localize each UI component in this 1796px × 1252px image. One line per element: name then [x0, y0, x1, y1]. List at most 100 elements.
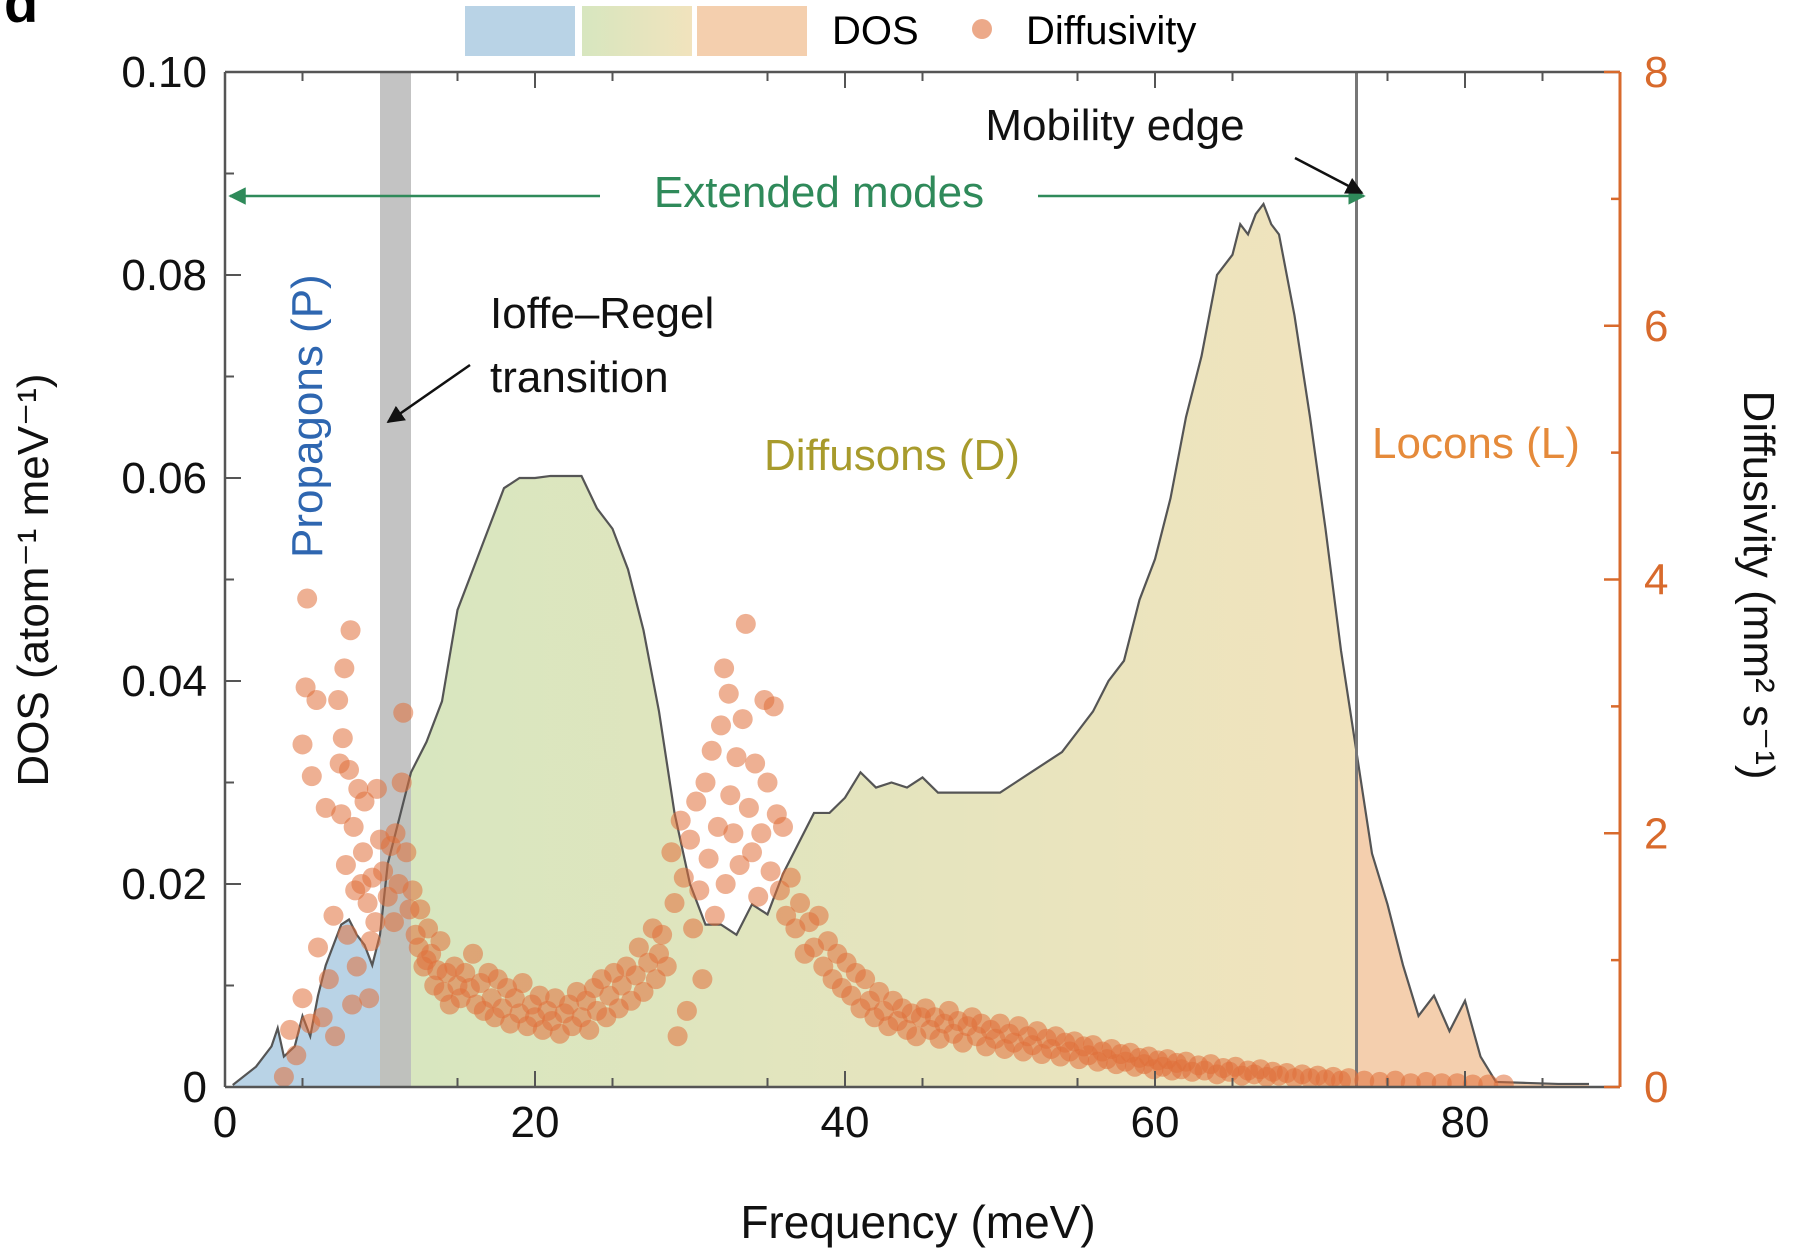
- diffusivity-point: [683, 918, 704, 939]
- diffuson-region-area: [380, 203, 1357, 1087]
- diffusivity-point: [628, 937, 649, 958]
- y-tick-label: 0.06: [121, 454, 207, 503]
- propagons-label: Propagons (P): [283, 274, 332, 558]
- diffusivity-point: [625, 965, 646, 986]
- diffusivity-point: [292, 988, 313, 1009]
- legend-diffusivity-label: Diffusivity: [1026, 9, 1196, 53]
- locons-label: Locons (L): [1372, 419, 1580, 468]
- diffusivity-point: [1338, 1068, 1359, 1087]
- diffusivity-point: [1462, 1074, 1483, 1087]
- diffusivity-point: [711, 715, 731, 736]
- diffusivity-point: [346, 956, 367, 977]
- diffusivity-point: [455, 962, 476, 983]
- diffusivity-point: [325, 1026, 346, 1047]
- diffusivity-point: [366, 778, 387, 799]
- diffusivity-point: [340, 620, 361, 641]
- diffusivity-point: [751, 823, 772, 844]
- diffusivity-point: [343, 816, 364, 837]
- diffusivity-point: [790, 893, 811, 914]
- annotations: Extended modes Mobility edge Ioffe–Regel…: [228, 101, 1580, 558]
- diffusivity-point: [1447, 1073, 1468, 1087]
- diffusivity-point: [676, 1000, 697, 1021]
- diffusivity-point: [742, 842, 762, 863]
- y2-tick-label: 4: [1644, 556, 1668, 605]
- diffusivity-point: [1369, 1071, 1390, 1087]
- dos-curve: [232, 201, 1589, 1086]
- diffusivity-point: [512, 972, 533, 993]
- diffusivity-point: [701, 740, 722, 761]
- diffusivity-point: [698, 848, 719, 869]
- y2-tick-label: 8: [1644, 48, 1668, 97]
- diffusivity-point: [393, 702, 414, 723]
- diffusivity-point: [418, 918, 439, 939]
- diffusivity-point: [328, 690, 349, 711]
- diffusivity-point: [463, 943, 483, 964]
- diffusivity-point: [373, 861, 394, 882]
- legend-swatch-locon: [697, 6, 807, 56]
- diffusivity-point: [286, 1045, 307, 1066]
- diffusivity-point: [359, 988, 380, 1009]
- diffusivity-point: [318, 969, 339, 990]
- diffusivity-point: [726, 747, 747, 768]
- x-tick-label: 40: [821, 1098, 870, 1147]
- diffusivity-point: [354, 791, 375, 812]
- diffusivity-point: [808, 905, 829, 926]
- diffusivity-point: [1385, 1070, 1406, 1087]
- diffusivity-point: [720, 785, 741, 806]
- diffusivity-point: [334, 658, 355, 679]
- diffusivity-point: [337, 924, 358, 945]
- y2-tick-label: 2: [1644, 809, 1668, 858]
- ioffe-regel-arrow: [386, 363, 471, 424]
- diffusivity-point: [855, 969, 876, 990]
- diffusivity-point: [1416, 1071, 1437, 1087]
- diffusivity-point: [280, 1019, 301, 1040]
- diffusivity-point: [579, 1019, 600, 1040]
- y-tick-label: 0.04: [121, 657, 207, 706]
- diffusivity-point: [312, 1007, 333, 1028]
- diffusivity-point: [410, 899, 431, 920]
- mobility-edge-label: Mobility edge: [985, 101, 1244, 150]
- diffusivity-point: [332, 728, 353, 749]
- diffusivity-point: [1354, 1070, 1375, 1087]
- diffusivity-point: [707, 816, 728, 837]
- diffusivity-point: [718, 683, 739, 704]
- diffusivity-point: [695, 772, 716, 793]
- diffusivity-point: [308, 937, 328, 958]
- y-tick-label: 0.02: [121, 860, 207, 909]
- diffusivity-point: [732, 709, 753, 730]
- diffusivity-point: [315, 797, 336, 818]
- y-tick-label: 0: [183, 1063, 207, 1112]
- diffusivity-point: [714, 658, 735, 679]
- mobility-edge-arrow: [1294, 156, 1364, 195]
- diffusivity-point: [342, 994, 363, 1015]
- propagon-region-area: [232, 919, 380, 1087]
- diffusivity-point: [748, 886, 769, 907]
- diffusivity-point: [331, 804, 352, 825]
- diffusivity-point: [292, 734, 313, 755]
- diffusivity-point: [661, 842, 682, 863]
- diffusivity-point: [745, 753, 766, 774]
- legend-swatch-diffuson: [582, 6, 692, 56]
- diffusivity-point: [301, 766, 322, 787]
- diffusivity-point: [667, 1026, 688, 1047]
- y2-axis-label: Diffusivity (mm² s⁻¹): [1734, 390, 1783, 779]
- diffusivity-point: [1478, 1074, 1499, 1087]
- diffusivity-points: [273, 588, 1514, 1087]
- legend-swatch-propagon: [465, 6, 575, 56]
- diffusivity-point: [365, 912, 386, 933]
- diffusons-label: Diffusons (D): [764, 431, 1020, 480]
- diffusivity-point: [735, 613, 756, 634]
- diffusivity-point: [692, 969, 713, 990]
- diffusivity-point: [396, 842, 417, 863]
- y-axis-label: DOS (atom⁻¹ meV⁻¹): [9, 373, 58, 786]
- diffusivity-point: [352, 842, 373, 863]
- diffusivity-point: [611, 975, 632, 996]
- x-axis-label: Frequency (meV): [740, 1196, 1095, 1248]
- diffusivity-point: [1493, 1074, 1514, 1087]
- diffusivity-point: [673, 867, 694, 888]
- diffusivity-point: [273, 1066, 294, 1087]
- diffusivity-point: [360, 931, 381, 952]
- diffusivity-point: [652, 924, 673, 945]
- y2-tick-label: 6: [1644, 302, 1668, 351]
